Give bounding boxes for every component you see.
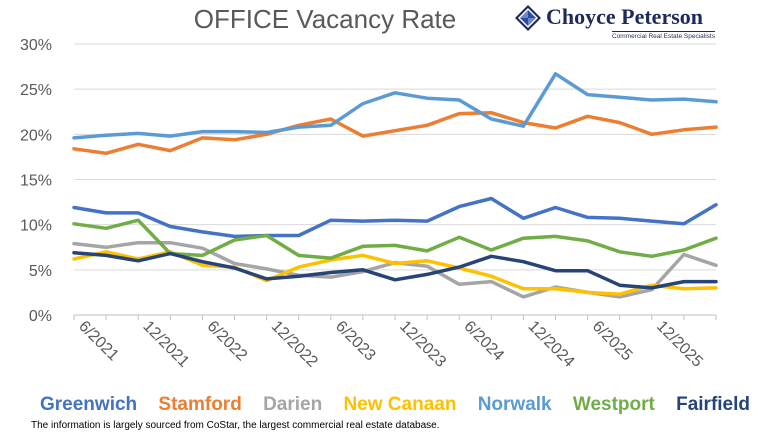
y-tick-label: 30% xyxy=(20,37,52,54)
x-tick-label: 12/2024 xyxy=(525,318,578,371)
x-tick-label: 12/2023 xyxy=(396,318,449,371)
x-tick-label: 6/2025 xyxy=(589,318,636,365)
x-tick-label: 6/2024 xyxy=(460,318,507,365)
legend-item-darien: Darien xyxy=(263,394,323,415)
y-tick-label: 5% xyxy=(29,263,52,280)
legend-item-norwalk: Norwalk xyxy=(477,394,552,415)
series-line-westport xyxy=(72,218,718,260)
logo-name: Choyce Peterson xyxy=(546,4,704,29)
x-tick-label: 6/2023 xyxy=(332,318,379,365)
y-axis-ticks: 0% 5% 10% 15% 20% 25% 30% xyxy=(20,37,52,325)
x-tick-label: 12/2021 xyxy=(139,318,192,371)
logo-tagline: Commercial Real Estate Specialists xyxy=(612,31,715,40)
y-tick-label: 15% xyxy=(20,173,52,190)
series-line-stamford xyxy=(72,110,718,156)
legend-item-westport: Westport xyxy=(572,394,655,415)
legend-item-new-canaan: New Canaan xyxy=(343,394,457,415)
line-chart: 0% 5% 10% 15% 20% 25% 30% 6/2021 12/2021 6/2022 1… xyxy=(20,37,718,371)
legend-item-fairfield: Fairfield xyxy=(676,394,750,415)
gridlines xyxy=(74,43,716,271)
legend-item-greenwich: Greenwich xyxy=(40,394,138,415)
x-tick-label: 12/2022 xyxy=(268,318,321,371)
x-tick-label: 12/2025 xyxy=(653,318,706,371)
logo-diamond-icon xyxy=(515,5,541,31)
x-tick-label: 6/2021 xyxy=(75,318,122,365)
chart-title: OFFICE Vacancy Rate xyxy=(193,4,457,34)
series-line-norwalk xyxy=(72,72,718,140)
y-tick-label: 25% xyxy=(20,82,52,99)
x-tick-label: 6/2022 xyxy=(204,318,251,365)
legend: Greenwich Stamford Darien New Canaan Norwalk… xyxy=(40,394,750,416)
y-tick-label: 10% xyxy=(20,218,52,235)
series-lines xyxy=(72,72,718,299)
series-line-new-canaan xyxy=(72,250,718,296)
series-line-fairfield xyxy=(72,250,718,290)
x-axis xyxy=(73,314,717,320)
legend-item-stamford: Stamford xyxy=(158,394,242,415)
logo: Choyce Peterson Commercial Real Estate S… xyxy=(512,4,715,42)
x-axis-ticks: 6/2021 12/2021 6/2022 12/2022 6/2023 12/2023 6… xyxy=(75,318,706,371)
series-line-greenwich xyxy=(72,196,718,239)
y-tick-label: 0% xyxy=(29,308,52,325)
y-tick-label: 20% xyxy=(20,127,52,144)
footnote: The information is largely sourced from … xyxy=(31,420,440,431)
